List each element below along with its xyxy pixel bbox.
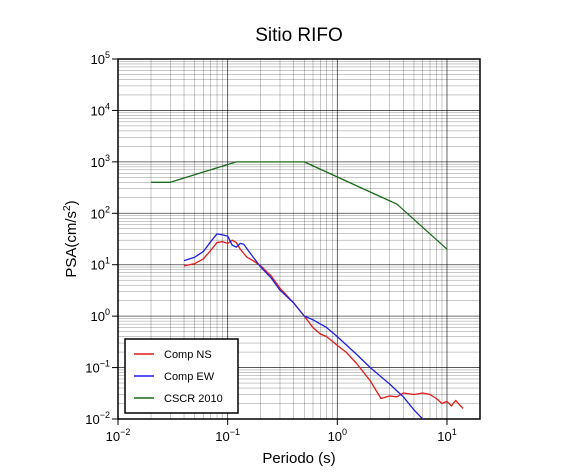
y-tick-label: 105	[91, 50, 110, 67]
y-tick-label: 103	[91, 153, 110, 170]
y-axis-label-superscript: 2	[62, 205, 73, 211]
x-tick-base: 10	[328, 429, 342, 444]
y-tick-label: 102	[91, 204, 110, 221]
y-tick-exponent: 1	[105, 256, 110, 266]
x-tick-label: 100	[328, 427, 347, 444]
x-tick-base: 10	[106, 429, 120, 444]
y-tick-base: 10	[91, 52, 105, 67]
series-line-comp-ew	[183, 233, 424, 419]
y-tick-label: 10−1	[85, 359, 110, 376]
y-tick-base: 10	[91, 258, 105, 273]
legend: Comp NS Comp EW CSCR 2010	[124, 338, 239, 414]
x-tick-exponent: −1	[230, 427, 240, 437]
y-tick-exponent: 4	[105, 101, 110, 111]
series-line-comp-ns	[183, 239, 464, 409]
y-tick-label: 100	[91, 307, 110, 324]
x-axis: 10−2 10−1 100 101	[106, 419, 457, 444]
chart-title: Sitio RIFO	[255, 25, 343, 46]
legend-label-comp-ew: Comp EW	[164, 371, 215, 383]
y-axis-label-base: PSA(cm/s	[63, 211, 80, 278]
y-tick-exponent: 0	[105, 307, 110, 317]
legend-label-cscr-2010: CSCR 2010	[164, 393, 223, 405]
x-tick-label: 10−1	[215, 427, 240, 444]
x-tick-exponent: 1	[452, 427, 457, 437]
x-tick-exponent: 0	[342, 427, 347, 437]
y-tick-exponent: 5	[105, 50, 110, 60]
y-axis-label: PSA(cm/s2)	[62, 200, 80, 277]
legend-items: Comp NS Comp EW CSCR 2010	[134, 349, 223, 405]
y-tick-base: 10	[85, 361, 99, 376]
y-tick-base: 10	[85, 412, 99, 427]
y-tick-base: 10	[91, 155, 105, 170]
y-tick-label: 101	[91, 256, 110, 273]
x-tick-base: 10	[215, 429, 229, 444]
x-tick-label: 101	[437, 427, 456, 444]
x-tick-base: 10	[437, 429, 451, 444]
series-lines	[151, 161, 464, 419]
y-tick-exponent: 3	[105, 153, 110, 163]
x-tick-exponent: −2	[120, 427, 130, 437]
y-tick-exponent: −2	[100, 410, 110, 420]
series-line-cscr-2010	[151, 161, 448, 250]
x-tick-label: 10−2	[106, 427, 131, 444]
y-tick-exponent: 2	[105, 204, 110, 214]
plot-frame	[117, 58, 481, 420]
y-tick-base: 10	[91, 103, 105, 118]
legend-label-comp-ns: Comp NS	[164, 349, 212, 361]
y-tick-exponent: −1	[100, 359, 110, 369]
y-tick-base: 10	[91, 206, 105, 221]
y-tick-label: 10−2	[85, 410, 110, 427]
y-tick-base: 10	[91, 309, 105, 324]
y-tick-label: 104	[91, 101, 110, 118]
x-axis-label: Periodo (s)	[262, 450, 335, 467]
y-axis-label-tail: )	[63, 200, 80, 205]
